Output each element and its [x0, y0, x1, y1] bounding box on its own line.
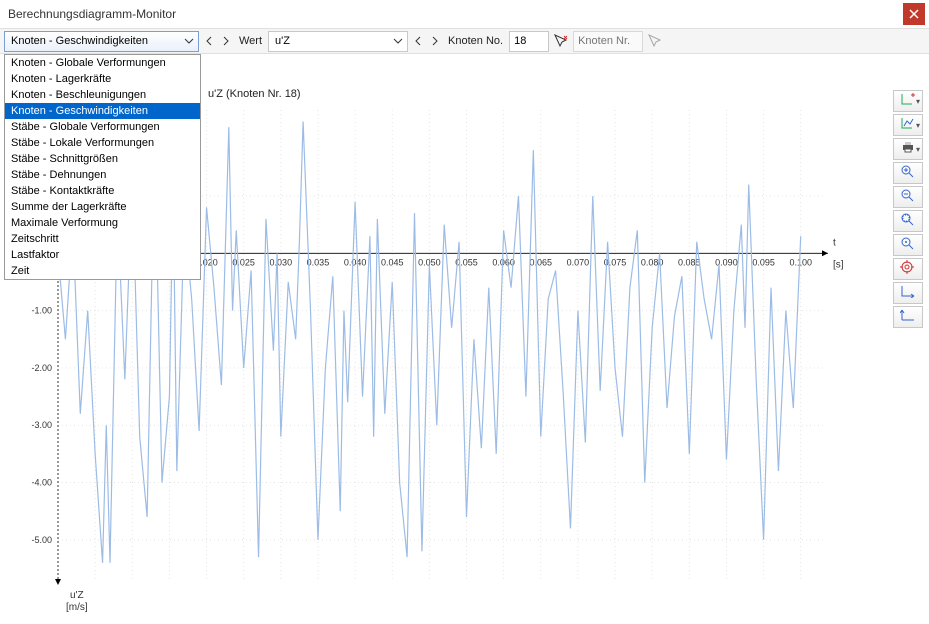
svg-text:[m/s]: [m/s] — [66, 602, 88, 613]
axes-icon — [900, 116, 916, 135]
svg-text:0.070: 0.070 — [567, 257, 590, 267]
svg-text:0.095: 0.095 — [752, 257, 775, 267]
wert-value: u'Z — [275, 35, 290, 47]
axes-button[interactable]: ▾ — [893, 114, 923, 136]
window: Berechnungsdiagramm-Monitor Knoten - Ges… — [0, 0, 929, 624]
svg-text:-4.00: -4.00 — [31, 478, 52, 488]
knoten-no-label: Knoten No. — [444, 35, 507, 47]
pick-node-button[interactable] — [551, 31, 571, 51]
dropdown-item[interactable]: Maximale Verformung — [5, 215, 200, 231]
zoom-in-button[interactable] — [893, 162, 923, 184]
dropdown-item[interactable]: Knoten - Beschleunigungen — [5, 87, 200, 103]
wert-prev-button[interactable] — [410, 31, 425, 52]
pick-node-2-button[interactable] — [645, 31, 665, 51]
svg-text:-1.00: -1.00 — [31, 306, 52, 316]
chevron-down-icon — [184, 36, 194, 46]
svg-text:-2.00: -2.00 — [31, 363, 52, 373]
dropdown-item[interactable]: Zeit — [5, 263, 200, 279]
svg-text:0.065: 0.065 — [530, 257, 553, 267]
axis-x-icon — [900, 284, 916, 303]
axis-y-icon — [900, 308, 916, 327]
svg-text:0.085: 0.085 — [678, 257, 701, 267]
dropdown-item[interactable]: Knoten - Globale Verformungen — [5, 55, 200, 71]
dropdown-item[interactable]: Stäbe - Lokale Verformungen — [5, 135, 200, 151]
axis-x-button[interactable] — [893, 282, 923, 304]
dropdown-item[interactable]: Knoten - Geschwindigkeiten — [5, 103, 200, 119]
chevron-down-icon — [393, 36, 403, 46]
zoom-fit-icon — [900, 236, 916, 255]
svg-text:-5.00: -5.00 — [31, 535, 52, 545]
dropdown-item[interactable]: Stäbe - Globale Verformungen — [5, 119, 200, 135]
wert-next-button[interactable] — [427, 31, 442, 52]
zoom-fit-button[interactable] — [893, 234, 923, 256]
plus-axis-icon — [900, 92, 916, 111]
plus-axis-button[interactable]: ▾ — [893, 90, 923, 112]
svg-text:0.100: 0.100 — [789, 257, 812, 267]
type-next-button[interactable] — [218, 31, 233, 52]
target-button[interactable] — [893, 258, 923, 280]
svg-text:0.030: 0.030 — [270, 257, 293, 267]
svg-text:0.055: 0.055 — [455, 257, 478, 267]
svg-text:[s]: [s] — [833, 259, 843, 270]
print-icon — [900, 140, 916, 159]
close-button[interactable] — [903, 3, 925, 25]
type-dropdown[interactable]: Knoten - Geschwindigkeiten — [4, 31, 199, 52]
zoom-area-button[interactable] — [893, 210, 923, 232]
zoom-area-icon — [900, 212, 916, 231]
chevron-down-icon: ▾ — [916, 121, 920, 130]
right-toolbar: ▾ ▾ ▾ — [893, 90, 925, 328]
dropdown-item[interactable]: Summe der Lagerkräfte — [5, 199, 200, 215]
print-button[interactable]: ▾ — [893, 138, 923, 160]
dropdown-item[interactable]: Zeitschritt — [5, 231, 200, 247]
svg-text:-3.00: -3.00 — [31, 420, 52, 430]
svg-text:0.045: 0.045 — [381, 257, 404, 267]
window-title: Berechnungsdiagramm-Monitor — [8, 7, 176, 21]
dropdown-item[interactable]: Lastfaktor — [5, 247, 200, 263]
type-dropdown-list: Knoten - Globale VerformungenKnoten - La… — [4, 54, 201, 280]
zoom-out-icon — [900, 188, 916, 207]
wert-dropdown[interactable]: u'Z — [268, 31, 408, 52]
svg-text:0.060: 0.060 — [492, 257, 515, 267]
titlebar: Berechnungsdiagramm-Monitor — [0, 0, 929, 28]
svg-text:t: t — [833, 237, 836, 248]
wert-label: Wert — [235, 35, 266, 47]
zoom-in-icon — [900, 164, 916, 183]
target-icon — [900, 260, 916, 279]
knoten-nr-input[interactable] — [573, 31, 643, 52]
chevron-down-icon: ▾ — [916, 97, 920, 106]
dropdown-item[interactable]: Stäbe - Kontaktkräfte — [5, 183, 200, 199]
svg-text:0.025: 0.025 — [232, 257, 255, 267]
dropdown-item[interactable]: Stäbe - Schnittgrößen — [5, 151, 200, 167]
axis-y-button[interactable] — [893, 306, 923, 328]
knoten-no-input[interactable] — [509, 31, 549, 52]
dropdown-item[interactable]: Knoten - Lagerkräfte — [5, 71, 200, 87]
svg-text:u'Z: u'Z — [70, 590, 84, 601]
toolbar: Knoten - Geschwindigkeiten Wert u'Z Knot… — [0, 28, 929, 54]
svg-text:0.040: 0.040 — [344, 257, 367, 267]
chevron-down-icon: ▾ — [916, 145, 920, 154]
chart-title: u'Z (Knoten Nr. 18) — [208, 88, 301, 100]
zoom-out-button[interactable] — [893, 186, 923, 208]
svg-text:0.035: 0.035 — [307, 257, 330, 267]
type-prev-button[interactable] — [201, 31, 216, 52]
dropdown-item[interactable]: Stäbe - Dehnungen — [5, 167, 200, 183]
type-dropdown-label: Knoten - Geschwindigkeiten — [11, 35, 148, 47]
